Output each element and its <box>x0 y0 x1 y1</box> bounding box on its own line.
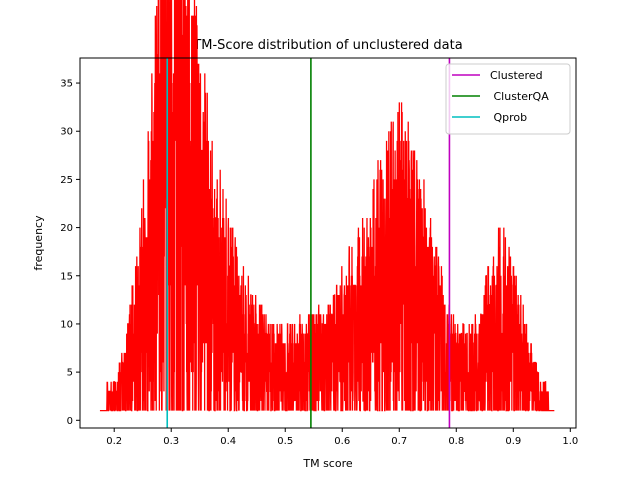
x-axis-ticks: 0.2 0.3 0.4 0.5 0.6 0.7 0.8 0.9 1.0 <box>106 428 578 447</box>
y-axis-label: frequency <box>32 215 45 271</box>
y-tick-label: 15 <box>60 271 73 282</box>
y-tick-label: 30 <box>60 127 73 138</box>
x-tick-label: 0.4 <box>220 436 236 447</box>
y-tick-label: 5 <box>67 368 73 379</box>
legend-label: Qprob <box>490 111 527 124</box>
y-tick-label: 0 <box>67 416 73 427</box>
distribution-series <box>99 0 555 412</box>
legend-label: ClusterQA <box>490 90 549 103</box>
y-axis-ticks: 0 5 10 15 20 25 30 35 <box>60 79 80 427</box>
x-tick-label: 1.0 <box>562 436 578 447</box>
legend: Clustered ClusterQA Qprob <box>445 63 571 135</box>
x-tick-label: 0.7 <box>391 436 407 447</box>
y-tick-label: 25 <box>60 175 73 186</box>
y-tick-label: 10 <box>60 319 73 330</box>
chart-title: TM-Score distribution of unclustered dat… <box>192 38 462 53</box>
x-tick-label: 0.9 <box>505 436 521 447</box>
y-tick-label: 20 <box>60 223 73 234</box>
legend-label: Clustered <box>490 69 543 82</box>
y-tick-label: 35 <box>60 79 73 90</box>
distribution-line <box>99 0 555 412</box>
x-tick-label: 0.3 <box>163 436 179 447</box>
x-tick-label: 0.8 <box>448 436 464 447</box>
x-axis-label: TM score <box>302 457 352 470</box>
x-tick-label: 0.5 <box>277 436 293 447</box>
x-tick-label: 0.2 <box>106 436 122 447</box>
x-tick-label: 0.6 <box>334 436 350 447</box>
plot-frame <box>79 57 577 429</box>
